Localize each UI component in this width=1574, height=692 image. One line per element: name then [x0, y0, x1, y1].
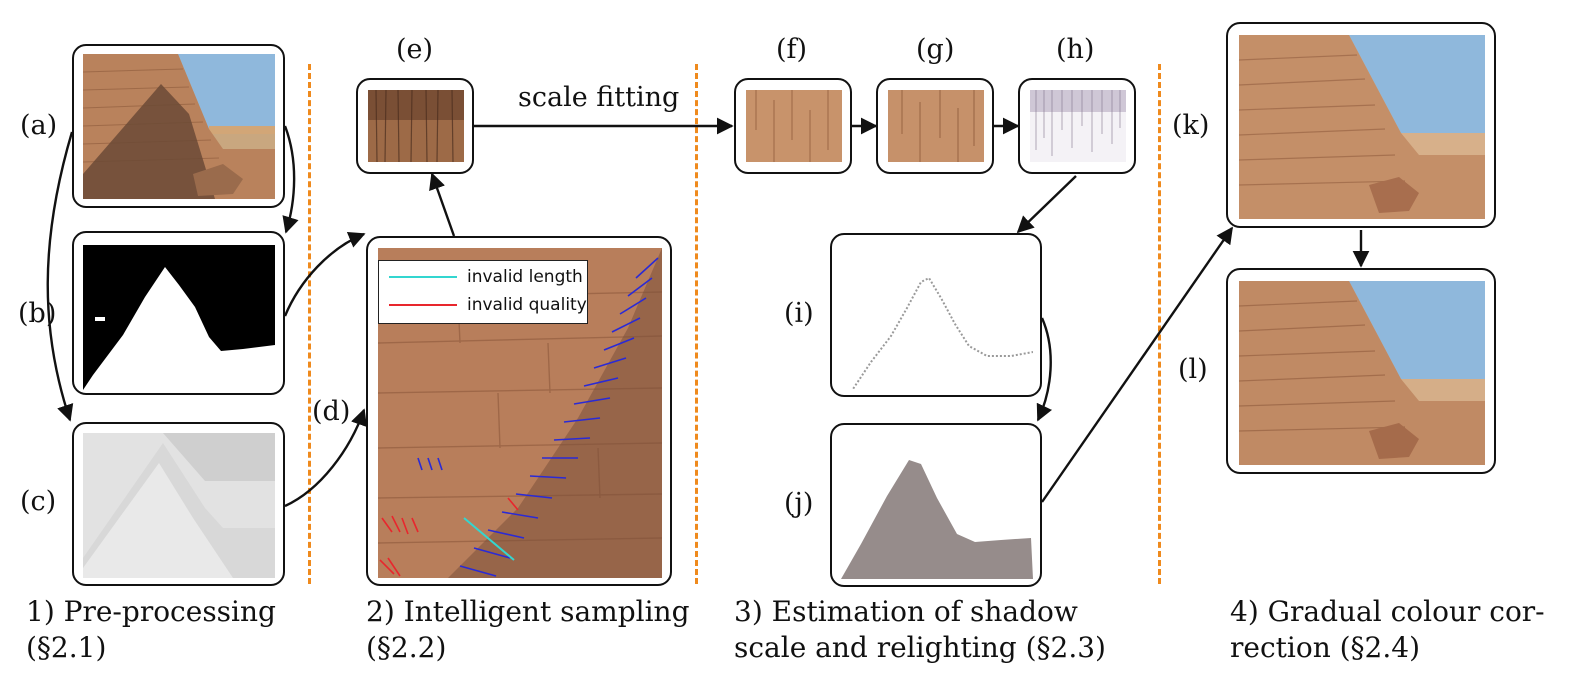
panel-e-sample-strip [356, 78, 474, 174]
stage-caption-1-line1: 1) Pre-processing [26, 595, 276, 628]
label-a: (a) [20, 110, 58, 141]
panel-a-input-image [72, 44, 285, 208]
label-c: (c) [20, 486, 57, 517]
stage-caption-2-line2: (§2.2) [366, 631, 447, 664]
legend-label-invalid-quality: invalid quality [467, 295, 587, 315]
pyramid-photo-a [83, 54, 275, 199]
arrow-j-to-k [1041, 226, 1233, 503]
label-h: (h) [1056, 34, 1095, 65]
arrow-label-scale-fitting: scale fitting [518, 82, 680, 113]
strip-image-f [746, 90, 842, 162]
arrow-b-to-d [283, 231, 366, 317]
stage-divider-2 [695, 64, 698, 584]
legend-swatch-cyan [389, 276, 457, 278]
label-e: (e) [396, 34, 434, 65]
legend-swatch-red [389, 304, 457, 306]
legend-entry-invalid-quality: invalid quality [389, 295, 587, 315]
stage-caption-4: 4) Gradual colour cor- rection (§2.4) [1230, 594, 1545, 666]
label-i: (i) [784, 298, 814, 329]
stage-caption-3: 3) Estimation of shadow scale and religh… [734, 594, 1106, 666]
arrow-i-to-j [1036, 317, 1053, 422]
panel-d-sampling-image: invalid length invalid quality [366, 236, 672, 586]
stage-divider-1 [308, 64, 311, 584]
panel-g-relit-strip [876, 78, 994, 174]
legend-label-invalid-length: invalid length [467, 267, 583, 287]
legend: invalid length invalid quality [378, 260, 588, 324]
panel-b-shadow-mask [72, 231, 285, 395]
arrow-d-to-e [429, 172, 456, 237]
arrow-c-to-d [284, 408, 367, 508]
label-f: (f) [776, 34, 808, 65]
stage-caption-4-line2: rection (§2.4) [1230, 631, 1421, 664]
label-d: (d) [312, 396, 351, 427]
scale-map-image-i [841, 244, 1033, 389]
stage-divider-3 [1158, 64, 1161, 584]
pyramid-photo-k [1239, 35, 1485, 219]
strip-image-g [888, 90, 984, 162]
strip-image-e [368, 90, 464, 162]
pyramid-photo-l [1239, 281, 1485, 465]
mask-image-b [83, 245, 275, 390]
relit-image-j [841, 434, 1033, 579]
arrow-h-to-i [1016, 175, 1077, 234]
label-j: (j) [784, 488, 814, 519]
stage-caption-3-line2: scale and relighting (§2.3) [734, 631, 1106, 664]
stage-caption-4-line1: 4) Gradual colour cor- [1230, 595, 1545, 628]
stage-caption-3-line1: 3) Estimation of shadow [734, 595, 1078, 628]
panel-h-scale-strip [1018, 78, 1136, 174]
panel-k-relit-image [1226, 22, 1496, 228]
label-k: (k) [1172, 110, 1210, 141]
stage-caption-1: 1) Pre-processing (§2.1) [26, 594, 276, 666]
label-g: (g) [916, 34, 955, 65]
panel-l-final-image [1226, 268, 1496, 474]
legend-entry-invalid-length: invalid length [389, 267, 583, 287]
arrow-a-to-b [282, 125, 299, 234]
stage-caption-2-line1: 2) Intelligent sampling [366, 595, 690, 628]
panel-f-scaled-strip [734, 78, 852, 174]
panel-c-distance-map [72, 422, 285, 586]
arrow-a-to-c [46, 131, 74, 422]
panel-i-scale-map [830, 233, 1042, 397]
distance-image-c [83, 433, 275, 578]
stage-caption-1-line2: (§2.1) [26, 631, 107, 664]
panel-j-relit-shadow [830, 423, 1042, 587]
strip-image-h [1030, 90, 1126, 162]
stage-caption-2: 2) Intelligent sampling (§2.2) [366, 594, 690, 666]
label-l: (l) [1178, 354, 1208, 385]
